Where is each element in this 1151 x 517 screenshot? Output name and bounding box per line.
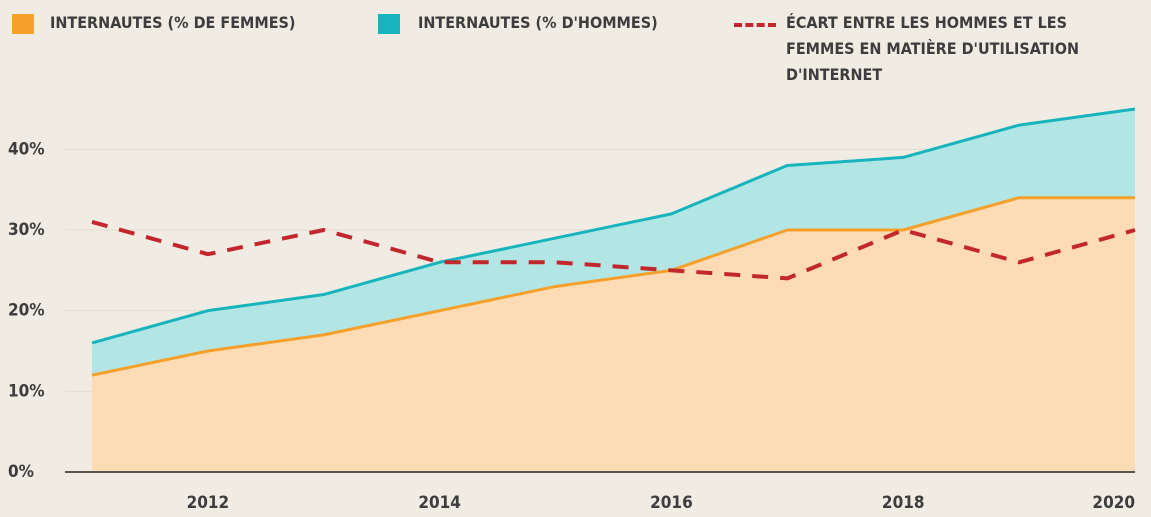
x-tick-label: 2018: [882, 493, 925, 513]
y-tick-label: 20%: [8, 301, 45, 321]
y-tick-label: 40%: [8, 139, 45, 159]
legend-item: INTERNAUTES (% D'HOMMES): [378, 10, 658, 36]
legend-item: ÉCART ENTRE LES HOMMES ET LES FEMMES EN …: [734, 10, 1126, 88]
legend-label: INTERNAUTES (% D'HOMMES): [418, 13, 658, 32]
legend-swatch: [12, 14, 34, 34]
legend-swatch: [378, 14, 400, 34]
legend-item: INTERNAUTES (% DE FEMMES): [12, 10, 295, 36]
line: [91, 220, 1136, 281]
x-tick-label: 2012: [187, 493, 230, 513]
line: [91, 196, 1135, 377]
line: [91, 107, 1136, 345]
y-tick-label: 0%: [8, 462, 34, 482]
legend-swatch: [734, 23, 776, 27]
area: [92, 197, 1135, 472]
x-tick-label: 2020: [1092, 493, 1135, 513]
y-tick-label: 30%: [8, 220, 45, 240]
legend-label: INTERNAUTES (% DE FEMMES): [50, 13, 296, 32]
x-tick-label: 2016: [650, 493, 693, 513]
area: [92, 109, 1135, 376]
legend-label: ÉCART ENTRE LES HOMMES ET LES FEMMES EN …: [786, 13, 1080, 84]
y-tick-label: 10%: [8, 381, 45, 401]
x-tick-label: 2014: [418, 493, 461, 513]
